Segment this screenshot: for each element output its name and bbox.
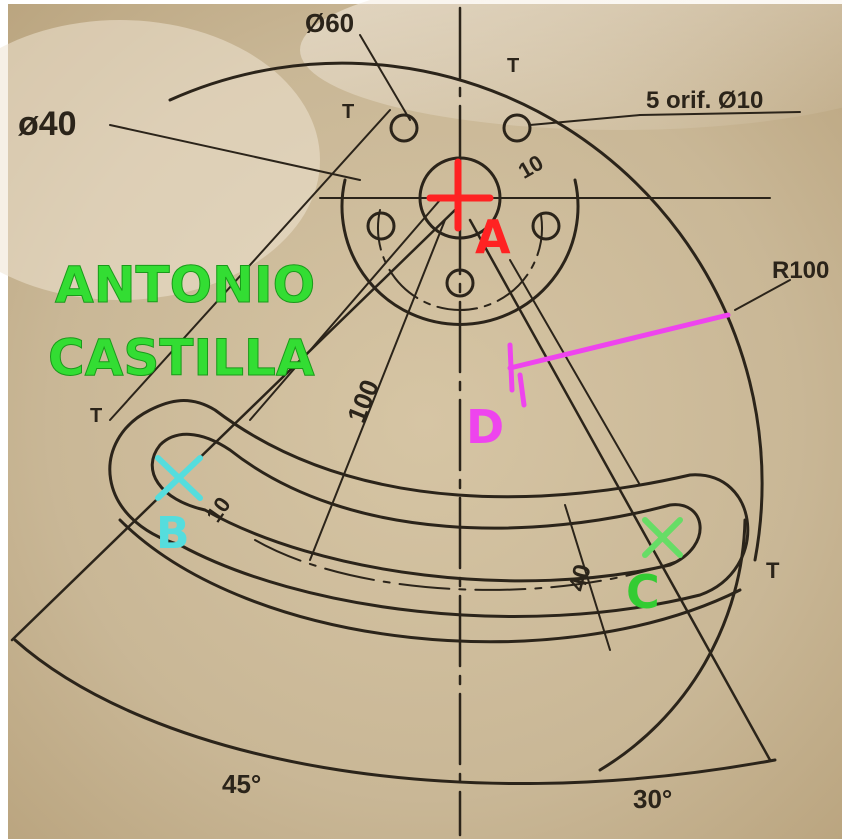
bolt-circle-arc — [377, 209, 543, 311]
point-d-marker — [507, 312, 731, 408]
bolt-hole — [502, 113, 532, 143]
slot-lower-arc — [118, 518, 742, 644]
leader-dia40 — [109, 124, 361, 181]
dimension-holes: 5 orif. Ø10 — [646, 87, 763, 114]
leader-holes — [529, 114, 641, 126]
bolt-hole — [389, 113, 419, 143]
hub-inner-circle — [418, 156, 502, 240]
left-white-border — [0, 0, 8, 839]
slot-outer-contour — [108, 399, 750, 618]
radial-line-right — [509, 259, 641, 486]
dimension-angle45: 45° — [222, 769, 261, 799]
radial-line-40 — [564, 504, 611, 651]
leader-dia60 — [359, 34, 411, 121]
radial-line-45 — [10, 208, 457, 642]
slot-inner-contour — [150, 432, 702, 583]
point-c-label: C — [626, 565, 660, 619]
dimension-t-top: T — [507, 55, 519, 77]
slot-center-arc — [254, 539, 681, 591]
annotation-line-1: ANTONIO — [55, 256, 315, 314]
drawing-lines — [10, 6, 801, 837]
bolt-hole — [531, 211, 561, 241]
radial-line-upper — [249, 199, 441, 421]
glare-left — [0, 20, 320, 300]
point-a-marker — [426, 158, 494, 232]
hub-outer-arc — [340, 178, 580, 326]
dimension-t-right: T — [766, 558, 780, 583]
radial-line-left-long — [109, 109, 391, 421]
outer-sweep-arc — [168, 61, 764, 562]
dimension-dia60: Ø60 — [305, 8, 354, 38]
dimension-t-left: T — [90, 405, 102, 427]
leader-holes-underline — [639, 111, 801, 116]
author-annotation: ANTONIO CASTILLA — [48, 256, 316, 388]
dimension-dia40: ø40 — [18, 105, 77, 143]
bolt-hole — [445, 268, 475, 298]
radial-line-30 — [468, 218, 772, 762]
point-b-label: B — [156, 508, 190, 559]
glare-top — [300, 0, 842, 130]
dimension-r100: R100 — [772, 257, 829, 284]
annotation-line-2: CASTILLA — [48, 329, 315, 387]
radial-line-mid — [309, 219, 446, 561]
angle-dimension-arc — [13, 638, 777, 786]
leader-r100 — [734, 279, 791, 311]
dimension-angle30: 30° — [633, 784, 672, 814]
point-b-marker — [155, 455, 203, 501]
point-c-marker — [642, 517, 683, 558]
point-a-label: A — [475, 210, 511, 264]
dimension-t-hub: T — [342, 101, 354, 123]
point-d-label: D — [466, 400, 504, 454]
bolt-hole — [366, 211, 396, 241]
